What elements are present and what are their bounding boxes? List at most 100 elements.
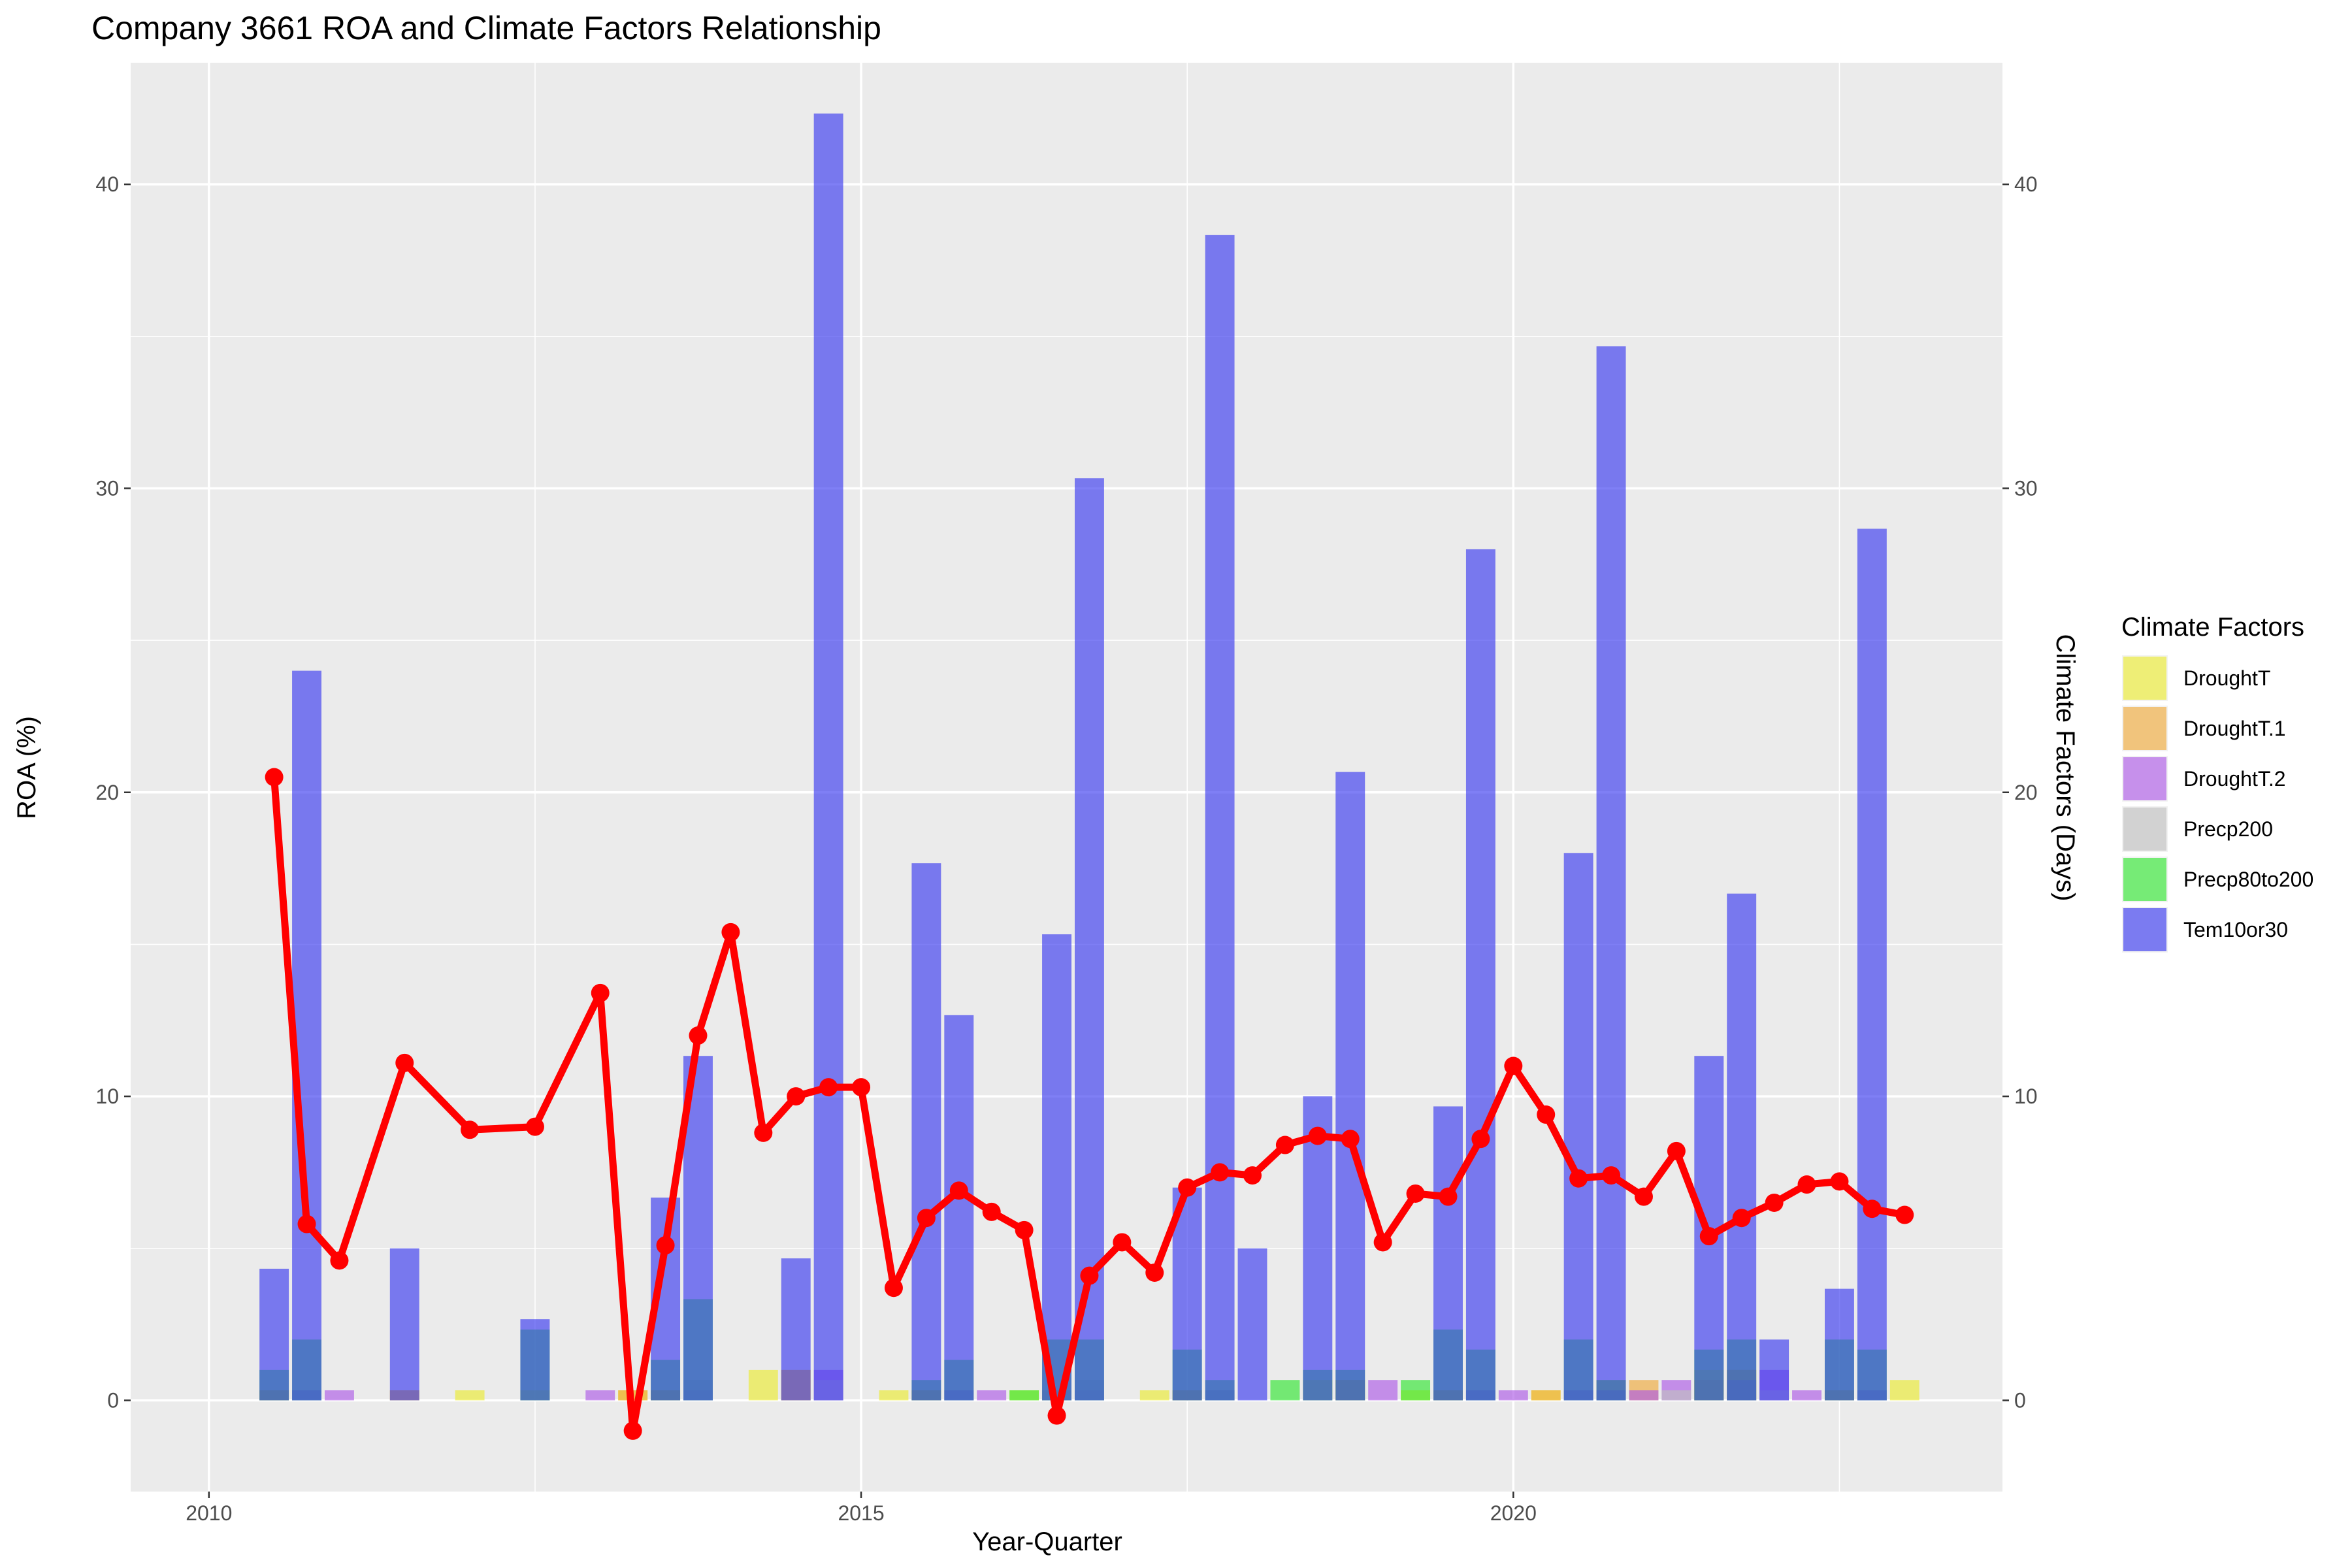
roa-point: [1080, 1266, 1099, 1285]
roa-point: [265, 768, 284, 787]
legend: Climate Factors DroughtT DroughtT.1 Drough…: [2121, 613, 2313, 953]
y-tick-label: 30: [95, 476, 119, 500]
y2-tick-label: 10: [2014, 1085, 2038, 1108]
bar-precp80to200: [1009, 1390, 1039, 1401]
roa-point: [1308, 1126, 1327, 1145]
roa-point: [884, 1279, 903, 1298]
roa-point: [1732, 1209, 1751, 1228]
bar-tem10or30: [1237, 1248, 1267, 1401]
bar-droughtt: [455, 1390, 485, 1401]
roa-point: [721, 923, 740, 941]
roa-point: [1797, 1175, 1816, 1194]
legend-key-precp200: [2123, 808, 2166, 851]
bar-droughtt: [748, 1369, 778, 1401]
bar-droughtt-2: [1629, 1390, 1659, 1401]
legend-items: DroughtT DroughtT.1 DroughtT.2 Precp200 Prec…: [2122, 655, 2313, 953]
roa-point: [1439, 1187, 1458, 1206]
roa-point: [656, 1236, 675, 1255]
roa-point: [1015, 1220, 1034, 1239]
roa-point: [1341, 1130, 1360, 1149]
y2-axis-title: Climate Factors (Days): [2051, 634, 2080, 902]
roa-point: [1373, 1233, 1392, 1252]
roa-point: [1406, 1184, 1425, 1203]
roa-point: [852, 1078, 871, 1097]
bar-droughtt: [1139, 1390, 1169, 1401]
roa-point: [1667, 1141, 1686, 1160]
x-tick-label: 2010: [186, 1501, 232, 1525]
bar-tem10or30: [520, 1319, 550, 1401]
bar-tem10or30: [1335, 772, 1365, 1401]
roa-point: [297, 1215, 316, 1233]
roa-point: [461, 1120, 480, 1139]
chart-title: Company 3661 ROA and Climate Factors Rel…: [91, 10, 881, 46]
roa-point: [982, 1202, 1001, 1221]
bar-tem10or30: [1759, 1339, 1789, 1401]
bar-precp200: [1661, 1390, 1691, 1401]
y2-tick-label: 40: [2014, 172, 2038, 196]
roa-line-layer: [265, 768, 1914, 1440]
bar-tem10or30: [1433, 1106, 1463, 1401]
roa-point: [949, 1181, 968, 1200]
legend-label: Tem10or30: [2183, 918, 2288, 941]
y-tick-label: 0: [107, 1388, 119, 1412]
roa-point: [1569, 1169, 1588, 1188]
legend-label: DroughtT.2: [2183, 767, 2286, 791]
bar-tem10or30: [1727, 893, 1757, 1401]
bar-tem10or30: [781, 1258, 811, 1401]
bar-tem10or30: [1596, 346, 1626, 1401]
bar-droughtt-2: [1792, 1390, 1821, 1401]
bar-tem10or30: [389, 1248, 419, 1401]
x-axis-title: Year-Quarter: [972, 1527, 1122, 1556]
legend-label: DroughtT: [2183, 666, 2270, 690]
roa-point: [591, 983, 610, 1002]
roa-point: [1699, 1227, 1718, 1246]
roa-point: [1537, 1105, 1556, 1124]
roa-point: [754, 1123, 773, 1142]
roa-point: [525, 1117, 544, 1136]
legend-key-precp80to200: [2123, 858, 2166, 901]
bar-precp80to200: [1270, 1380, 1300, 1401]
legend-label: Precp80to200: [2183, 868, 2313, 891]
bar-droughtt-1: [1531, 1390, 1561, 1401]
roa-point: [1275, 1135, 1294, 1154]
bar-tem10or30: [813, 113, 843, 1401]
roa-point: [1178, 1178, 1197, 1197]
y-axis-title: ROA (%): [12, 716, 41, 819]
roa-point: [819, 1078, 838, 1097]
legend-key-droughtt: [2123, 657, 2166, 700]
roa-point: [1830, 1172, 1849, 1191]
roa-point: [1895, 1205, 1914, 1224]
roa-point: [1243, 1166, 1262, 1185]
bar-tem10or30: [944, 1015, 974, 1401]
roa-point: [1634, 1187, 1653, 1206]
legend-label: DroughtT.1: [2183, 717, 2286, 740]
roa-point: [787, 1087, 806, 1106]
roa-point: [330, 1251, 349, 1270]
bar-tem10or30: [1042, 934, 1071, 1401]
bar-droughtt-2: [585, 1390, 615, 1401]
roa-point: [1504, 1056, 1523, 1075]
bar-tem10or30: [259, 1268, 289, 1401]
bar-tem10or30: [1465, 549, 1495, 1401]
bar-tem10or30: [1857, 529, 1887, 1401]
bar-layer: [259, 113, 1919, 1401]
x-tick-label: 2020: [1490, 1501, 1537, 1525]
legend-title: Climate Factors: [2121, 613, 2304, 642]
roa-point: [1145, 1263, 1164, 1282]
roa-point: [1047, 1406, 1066, 1425]
roa-point: [689, 1026, 708, 1045]
roa-point: [1765, 1193, 1784, 1212]
bar-tem10or30: [1824, 1288, 1854, 1401]
bar-droughtt: [879, 1390, 909, 1401]
roa-point: [1863, 1200, 1882, 1218]
y-tick-label: 20: [95, 781, 119, 804]
roa-point: [1113, 1233, 1132, 1252]
bar-droughtt-2: [324, 1390, 354, 1401]
bar-droughtt: [1889, 1380, 1919, 1401]
bar-tem10or30: [1205, 235, 1235, 1401]
roa-point: [1471, 1130, 1490, 1149]
roa-point: [623, 1421, 642, 1440]
